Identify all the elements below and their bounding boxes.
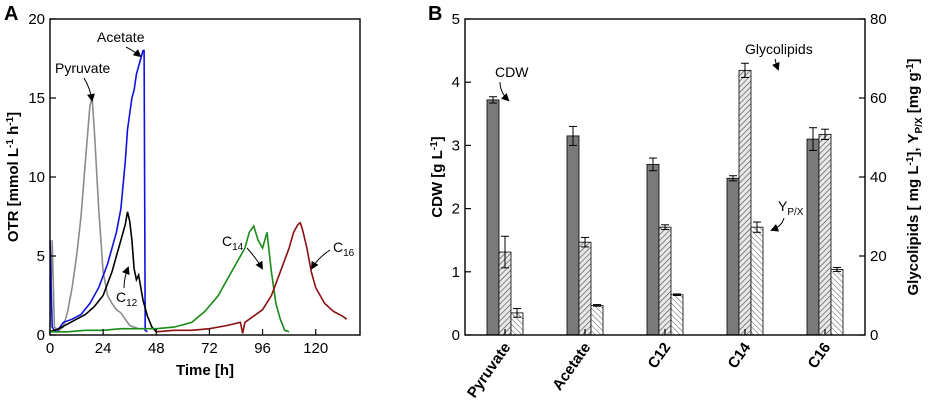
y-left-tick-label: 4 xyxy=(452,74,460,91)
panel-a-label: A xyxy=(4,3,18,25)
panel-b: B 0 1 2 3 4 5 0 20 40 60 80 Pyruvate Acetate C12 C14… xyxy=(428,3,925,401)
x-tick-label: 48 xyxy=(148,340,165,357)
annotation-cdw: CDW xyxy=(495,64,529,80)
y-right-tick-label: 80 xyxy=(870,11,887,28)
arrow-pyruvate xyxy=(83,77,95,102)
series-line-c14 xyxy=(50,224,290,333)
bar-glycolipids-c12 xyxy=(658,226,672,336)
y-tick-label: 10 xyxy=(28,169,45,186)
x-tick-label: 96 xyxy=(254,340,271,357)
plot-b-ylabel-right: Glycolipids [ mg L-1], YP/X [mg g-1] xyxy=(905,58,925,295)
annotation-ypx: YP/X xyxy=(778,198,804,218)
annotation-c16: C16 xyxy=(333,239,355,259)
annotation-c12: C12 xyxy=(116,289,138,309)
plot-b-yticks-left: 0 1 2 3 4 5 xyxy=(452,11,471,344)
arrow-c16 xyxy=(310,249,331,270)
plot-a-xticks: 0 24 48 72 96 120 xyxy=(46,329,328,357)
annotation-glycolipids: Glycolipids xyxy=(745,41,813,57)
x-category-label: Pyruvate xyxy=(464,340,514,402)
x-tick-label: 0 xyxy=(46,340,54,357)
bar-cdw-acetate xyxy=(566,135,580,336)
y-left-tick-label: 3 xyxy=(452,137,460,154)
y-right-tick-label: 60 xyxy=(870,90,887,107)
bar-glycolipids-c16 xyxy=(818,133,832,336)
plot-a-lines xyxy=(49,49,348,334)
y-tick-label: 15 xyxy=(28,90,45,107)
plot-b-ylabel-left: CDW [g L-1] xyxy=(429,136,446,217)
bar-cdw-c16 xyxy=(806,138,820,336)
bar-cdw-c12 xyxy=(646,163,660,336)
annotation-pyruvate: Pyruvate xyxy=(55,60,110,76)
y-tick-label: 5 xyxy=(37,248,45,265)
arrow-acetate xyxy=(125,46,142,58)
bar-cdw-pyruvate xyxy=(486,99,500,336)
y-right-tick-label: 40 xyxy=(870,169,887,186)
bar-ypx-c12 xyxy=(670,294,684,336)
y-left-tick-label: 2 xyxy=(452,201,460,218)
y-right-tick-label: 20 xyxy=(870,248,887,265)
plot-b-xticks: Pyruvate Acetate C12 C14 C16 xyxy=(464,329,834,401)
y-tick-label: 20 xyxy=(28,11,45,28)
bar-glycolipids-acetate xyxy=(578,241,592,336)
x-tick-label: 120 xyxy=(303,340,328,357)
plot-b-yticks-right: 0 20 40 60 80 xyxy=(859,11,887,344)
panel-a: A 0 24 48 72 96 120 0 5 10 15 20 Time [h] OTR [mm… xyxy=(4,3,361,379)
y-left-tick-label: 5 xyxy=(452,11,460,28)
arrow-c14 xyxy=(246,247,264,270)
y-tick-label: 0 xyxy=(37,327,45,344)
bar-ypx-c14 xyxy=(750,226,764,336)
bar-ypx-c16 xyxy=(830,269,844,336)
plot-a-ylabel: OTR [mmol L-1 h-1] xyxy=(5,112,22,242)
annotation-c14: C14 xyxy=(222,233,244,253)
annotation-acetate: Acetate xyxy=(97,29,145,45)
arrow-cdw xyxy=(499,81,510,102)
bar-cdw-c14 xyxy=(726,177,740,336)
arrow-glycolipids xyxy=(772,58,780,71)
plot-a-xlabel: Time [h] xyxy=(176,362,234,379)
series-line-c16 xyxy=(156,221,348,334)
y-left-tick-label: 0 xyxy=(452,327,460,344)
plot-b-bars xyxy=(486,62,844,336)
y-left-tick-label: 1 xyxy=(452,264,460,281)
y-right-tick-label: 0 xyxy=(870,327,878,344)
bar-ypx-acetate xyxy=(590,304,604,336)
x-category-label: Acetate xyxy=(549,340,594,394)
bar-glycolipids-c14 xyxy=(738,69,752,336)
x-tick-label: 72 xyxy=(201,340,218,357)
plot-a-yticks: 0 5 10 15 20 xyxy=(28,11,56,344)
x-category-label: C12 xyxy=(645,340,675,372)
arrow-ypx xyxy=(770,217,785,232)
x-category-label: C16 xyxy=(805,340,835,372)
series-line-c12 xyxy=(49,211,157,333)
series-line-acetate xyxy=(49,49,148,333)
x-tick-label: 24 xyxy=(95,340,112,357)
panel-b-label: B xyxy=(428,3,442,25)
x-category-label: C14 xyxy=(725,339,755,372)
arrow-c12 xyxy=(122,266,130,289)
